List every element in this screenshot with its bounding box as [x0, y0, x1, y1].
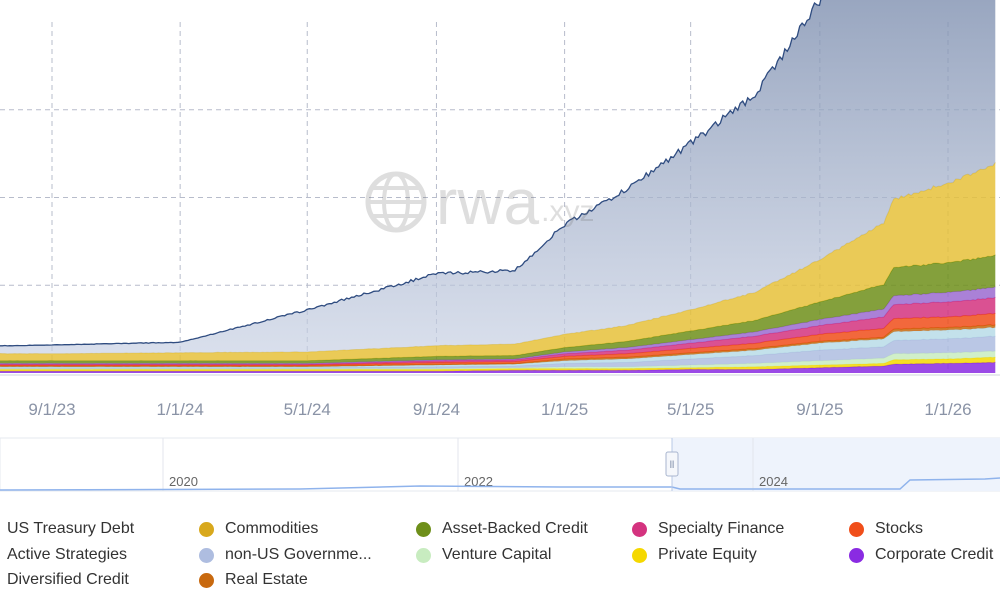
legend-label: US Treasury Debt — [7, 520, 135, 537]
legend-item-us-treasury-debt[interactable]: US Treasury Debt — [7, 518, 134, 540]
x-axis-ticks: 9/1/23 1/1/24 5/1/24 9/1/24 1/1/25 5/1/25 9/1/… — [28, 400, 971, 419]
x-tick-label: 1/1/26 — [924, 400, 971, 419]
area-us-treasury-debt[interactable] — [0, 0, 996, 354]
legend-swatch — [199, 547, 214, 563]
x-tick-label: 9/1/25 — [796, 400, 843, 419]
area-venture-capital[interactable] — [0, 351, 996, 370]
legend-label: Private Equity — [658, 546, 757, 563]
legend-swatch — [199, 572, 214, 588]
watermark-domain: .xyz — [541, 195, 595, 228]
area-non-us-government-debt[interactable] — [0, 336, 996, 369]
area-specialty-finance[interactable] — [0, 297, 996, 366]
navigator-handle-grip: ll — [670, 460, 674, 471]
legend-item-specialty-finance[interactable]: Specialty Finance — [632, 518, 784, 540]
x-tick-label: 5/1/24 — [284, 400, 331, 419]
x-tick-label: 1/1/25 — [541, 400, 588, 419]
legend-item-venture-capital[interactable]: Venture Capital — [416, 544, 551, 566]
line-us-treasury-debt — [0, 0, 822, 347]
legend-label: Active Strategies — [7, 546, 128, 563]
legend-item-real-estate[interactable]: Real Estate — [199, 569, 308, 591]
legend-swatch — [199, 521, 214, 537]
legend-swatch — [416, 547, 431, 563]
legend-label: Venture Capital — [442, 546, 552, 563]
legend-label: Diversified Credit — [7, 571, 129, 588]
legend-item-private-equity[interactable]: Private Equity — [632, 544, 757, 566]
legend: US Treasury Debt Commodities Asset-Backed … — [0, 516, 1000, 600]
area-asset-backed-credit[interactable] — [0, 254, 996, 364]
x-tick-label: 9/1/24 — [413, 400, 460, 419]
legend-swatch — [849, 521, 864, 537]
area-commodities[interactable] — [0, 162, 996, 361]
legend-item-diversified-credit[interactable]: Diversified Credit — [7, 569, 129, 591]
legend-swatch — [416, 521, 431, 537]
legend-label: Corporate Credit — [875, 546, 994, 563]
legend-swatch — [849, 547, 864, 563]
x-tick-label: 5/1/25 — [667, 400, 714, 419]
legend-item-active-strategies[interactable]: Active Strategies — [7, 544, 127, 566]
legend-item-asset-backed-credit[interactable]: Asset-Backed Credit — [416, 518, 588, 540]
legend-label: Real Estate — [225, 571, 308, 588]
x-tick-label: 9/1/23 — [28, 400, 75, 419]
legend-label: Specialty Finance — [658, 520, 785, 537]
navigator-handle[interactable] — [665, 451, 679, 477]
legend-item-stocks[interactable]: Stocks — [849, 518, 923, 540]
navigator-selection[interactable] — [672, 438, 1000, 491]
area-corporate-credit[interactable] — [0, 362, 996, 373]
legend-label: Commodities — [225, 520, 319, 537]
area-diversified-credit[interactable] — [0, 286, 996, 365]
legend-item-commodities[interactable]: Commodities — [199, 518, 318, 540]
watermark-brand: rwa — [436, 166, 540, 238]
legend-swatch — [632, 521, 647, 537]
area-layer — [0, 0, 996, 373]
navigator-year-label: 2022 — [464, 474, 493, 489]
area-active-strategies[interactable] — [0, 327, 996, 368]
legend-item-corporate-credit[interactable]: Corporate Credit — [849, 544, 993, 566]
navigator-year-label: 2024 — [759, 474, 788, 489]
legend-swatch — [632, 547, 647, 563]
navigator[interactable]: 2020 2022 2024 ll — [0, 437, 1000, 492]
x-tick-label: 1/1/24 — [157, 400, 204, 419]
legend-label: Stocks — [875, 520, 924, 537]
legend-item-non-us-governme[interactable]: non-US Governme... — [199, 544, 372, 566]
legend-label: non-US Governme... — [225, 546, 372, 563]
legend-label: Asset-Backed Credit — [442, 520, 588, 537]
globe-icon — [365, 171, 427, 233]
watermark: rwa .xyz — [364, 170, 594, 234]
navigator-year-label: 2020 — [169, 474, 198, 489]
navigator-series-line — [0, 477, 1000, 491]
chart-svg: 9/1/23 1/1/24 5/1/24 9/1/24 1/1/25 5/1/25 9/1/… — [0, 0, 1000, 492]
area-private-equity[interactable] — [0, 357, 996, 372]
